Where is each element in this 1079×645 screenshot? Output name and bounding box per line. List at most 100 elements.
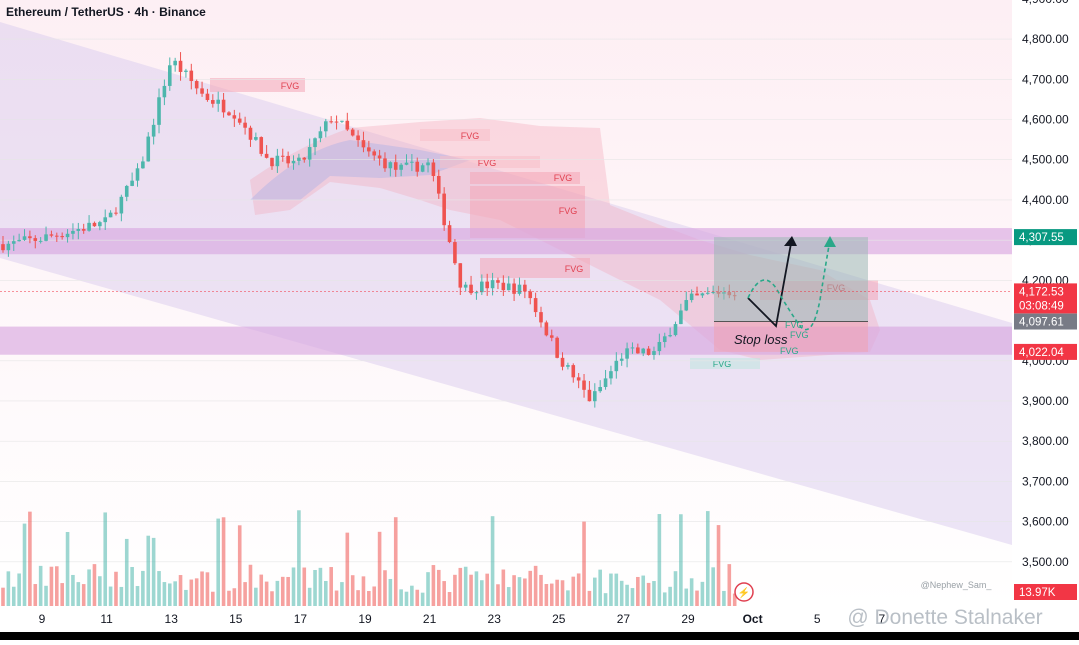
candle-body [593,391,597,402]
fvg-box [440,156,540,168]
candle-body [630,347,635,349]
candle-body [603,378,608,387]
fvg-box [690,358,760,369]
volume-bar [65,532,70,606]
candle-body [576,377,581,381]
volume-bar [474,571,479,606]
candle-body [367,147,371,152]
volume-bar [259,574,264,606]
price-tick-label: 3,700.00 [1022,474,1069,488]
volume-bar [415,589,420,606]
volume-bar [264,581,269,606]
candle-body [124,185,129,197]
candle-body [393,162,398,170]
projection-path-solid [747,237,793,328]
candle-body [539,312,543,323]
projection-arrowhead [784,236,797,246]
volume-bar [119,586,124,606]
volume-bar [22,523,27,606]
candle-body [151,124,156,137]
volume-bar [49,566,54,606]
fvg-label: FVG [565,264,584,274]
volume-bar [44,585,48,606]
volume-bar [221,517,226,606]
candle-body [544,322,549,336]
candle-body [453,242,457,264]
volume-bar [609,573,613,606]
candle-body [410,161,414,163]
volume-bar [630,588,635,606]
candle-body [291,160,296,164]
tradingview-icon[interactable]: ⚡ [734,582,754,602]
volume-bar [431,565,436,606]
candle-body [280,155,285,157]
candle-body [141,161,145,169]
candle-body [662,336,667,343]
volume-bar [506,587,511,606]
volume-bar [130,566,134,606]
bottom-bar [0,632,1079,640]
candle-body [463,284,468,288]
volume-bar [576,573,581,606]
volume-bar [141,570,145,606]
volume-bar [388,578,393,606]
price-tag-box [1014,343,1077,360]
candle-body [1,244,5,251]
volume-bar [92,564,97,606]
candle-body [404,162,409,165]
volume-bar [216,518,220,606]
candle-body [98,222,102,227]
volume-bar [302,567,307,606]
volume-bar [549,583,554,606]
candle-body [474,292,479,294]
volume-bar [668,586,672,606]
volume-bar [727,564,732,606]
volume-bar [151,537,156,606]
candle-body [560,357,565,367]
stop-loss-label: Stop loss [734,332,788,347]
volume-bar [598,569,602,606]
price-tick-label: 4,700.00 [1022,72,1069,86]
candle-body [318,131,323,139]
candle-body [619,358,624,361]
volume-bar [248,564,253,606]
candle-body [221,99,226,113]
candle-body [92,222,97,227]
candle-body [119,196,124,214]
volume-bar [673,571,678,606]
candle-body [598,386,602,392]
time-tick-label: 25 [552,612,566,626]
candle-body [517,284,522,294]
volume-bar [329,567,333,606]
candle-body [420,165,425,172]
candle-body [200,88,204,94]
candle-body [264,153,269,158]
volume-bar [313,569,317,606]
volume-bar [60,583,64,606]
volume-bar [237,525,242,606]
price-tag-lower_zone: 4,097.61 [1019,317,1064,329]
volume-bar [399,589,403,606]
volume-bar [1,587,5,606]
fvg-label: FVG [780,346,799,356]
candle-body [458,263,463,288]
time-tick-label: 21 [423,612,437,626]
candle-body [652,351,656,355]
volume-bar [280,576,285,606]
candle-body [571,365,576,378]
descending-channel [0,22,1012,545]
candle-body [130,180,134,186]
candle-body [689,293,694,301]
candle-body [162,85,167,98]
candle-body [232,115,237,119]
time-axis[interactable] [0,608,1012,632]
volume-bar [76,582,81,606]
volume-bar [404,591,409,606]
volume-bar [254,587,258,606]
projection-arrowhead-dashed [824,236,836,247]
volume-bar [571,576,576,606]
time-tick-label: 17 [294,612,308,626]
candle-body [254,137,258,140]
